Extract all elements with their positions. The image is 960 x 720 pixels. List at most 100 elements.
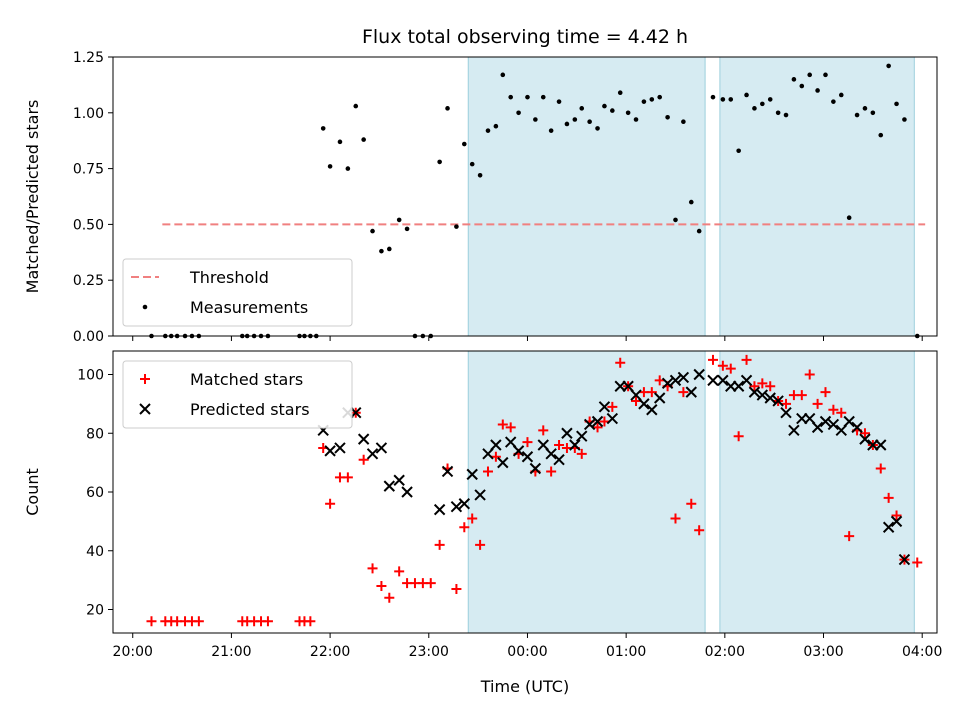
data-point	[394, 566, 405, 577]
data-point	[610, 108, 615, 113]
data-point	[337, 139, 343, 145]
data-point	[862, 106, 868, 111]
series-predicted-stars	[317, 368, 911, 566]
data-point	[796, 390, 807, 401]
data-point	[875, 439, 887, 451]
data-point	[846, 215, 852, 221]
data-point	[441, 465, 454, 478]
data-point	[393, 474, 405, 486]
y-tick-label: 0.75	[73, 162, 104, 178]
data-point	[599, 416, 610, 427]
data-point	[740, 374, 753, 387]
data-point	[820, 387, 831, 398]
x-tick-label: 01:00	[606, 644, 646, 660]
data-point	[670, 513, 681, 524]
legend-box	[122, 258, 353, 327]
data-point	[788, 424, 800, 437]
data-point	[522, 437, 533, 448]
data-point	[732, 380, 745, 392]
data-point	[490, 451, 501, 462]
data-point	[462, 141, 467, 147]
data-point	[433, 503, 446, 516]
data-point	[803, 412, 816, 425]
data-point	[572, 117, 578, 122]
data-point	[807, 72, 812, 78]
data-point	[576, 448, 587, 459]
data-point	[633, 117, 639, 122]
data-point	[387, 246, 392, 252]
y-tick-label: 0.25	[73, 273, 104, 289]
data-point	[665, 114, 670, 120]
data-point	[678, 387, 689, 398]
data-point	[890, 515, 903, 528]
data-point	[694, 525, 705, 536]
data-point	[752, 106, 757, 111]
x-tick-label: 23:00	[409, 644, 449, 660]
data-point	[772, 395, 784, 407]
x-tick-label: 20:00	[113, 644, 153, 660]
data-point	[780, 406, 792, 419]
data-point	[500, 72, 506, 78]
data-point	[775, 110, 781, 116]
data-point	[728, 97, 734, 102]
data-point	[838, 92, 844, 98]
y-tick-label: 1.00	[73, 106, 104, 122]
x-tick-label: 00:00	[507, 644, 547, 660]
data-point	[490, 439, 502, 451]
data-point	[882, 521, 895, 533]
y-tick-label: 40	[86, 544, 104, 560]
data-point	[844, 531, 855, 542]
data-point	[437, 159, 442, 165]
y-axis-label: Matched/Predicted stars	[23, 100, 42, 294]
data-point	[477, 172, 483, 178]
data-point	[607, 401, 618, 412]
data-point	[657, 94, 663, 100]
data-point	[767, 97, 773, 102]
data-point	[617, 90, 623, 96]
data-point	[598, 401, 611, 413]
data-point	[912, 557, 923, 568]
y-tick-label: 60	[86, 485, 104, 501]
data-point	[835, 424, 847, 437]
data-point	[681, 119, 686, 125]
data-point	[819, 415, 832, 428]
data-point	[894, 101, 899, 107]
data-point	[493, 123, 499, 129]
data-point	[324, 445, 336, 457]
top-panel: 0.00 0.25 0.50 0.75 1.00 1.25 Matched/Predicte…	[23, 50, 938, 345]
data-point	[533, 117, 538, 122]
data-point	[505, 422, 516, 433]
data-point	[661, 377, 674, 390]
data-point	[744, 92, 749, 98]
y-tick-label: 0.50	[73, 217, 104, 233]
data-point	[305, 616, 316, 627]
data-point	[553, 453, 565, 466]
data-point	[587, 119, 592, 125]
data-point	[799, 83, 805, 89]
legend-box	[122, 360, 353, 429]
data-point	[606, 412, 619, 425]
data-point	[595, 126, 600, 131]
data-point	[649, 97, 655, 102]
data-point	[696, 228, 702, 234]
data-point	[383, 480, 396, 492]
data-point	[592, 422, 603, 433]
data-point	[717, 374, 729, 387]
data-point	[445, 106, 450, 111]
legend-marker	[142, 304, 148, 310]
data-point	[366, 448, 379, 460]
data-point	[482, 448, 494, 460]
data-point	[327, 164, 333, 169]
data-point	[677, 371, 690, 384]
y-tick-label: 100	[77, 368, 104, 384]
data-point	[576, 430, 588, 442]
shaded-interval-0	[467, 56, 706, 337]
data-point	[561, 427, 573, 439]
data-point	[569, 439, 581, 451]
data-point	[454, 224, 459, 229]
data-point	[631, 395, 642, 406]
data-point	[602, 103, 607, 109]
data-point	[548, 128, 554, 133]
data-point	[756, 389, 769, 401]
